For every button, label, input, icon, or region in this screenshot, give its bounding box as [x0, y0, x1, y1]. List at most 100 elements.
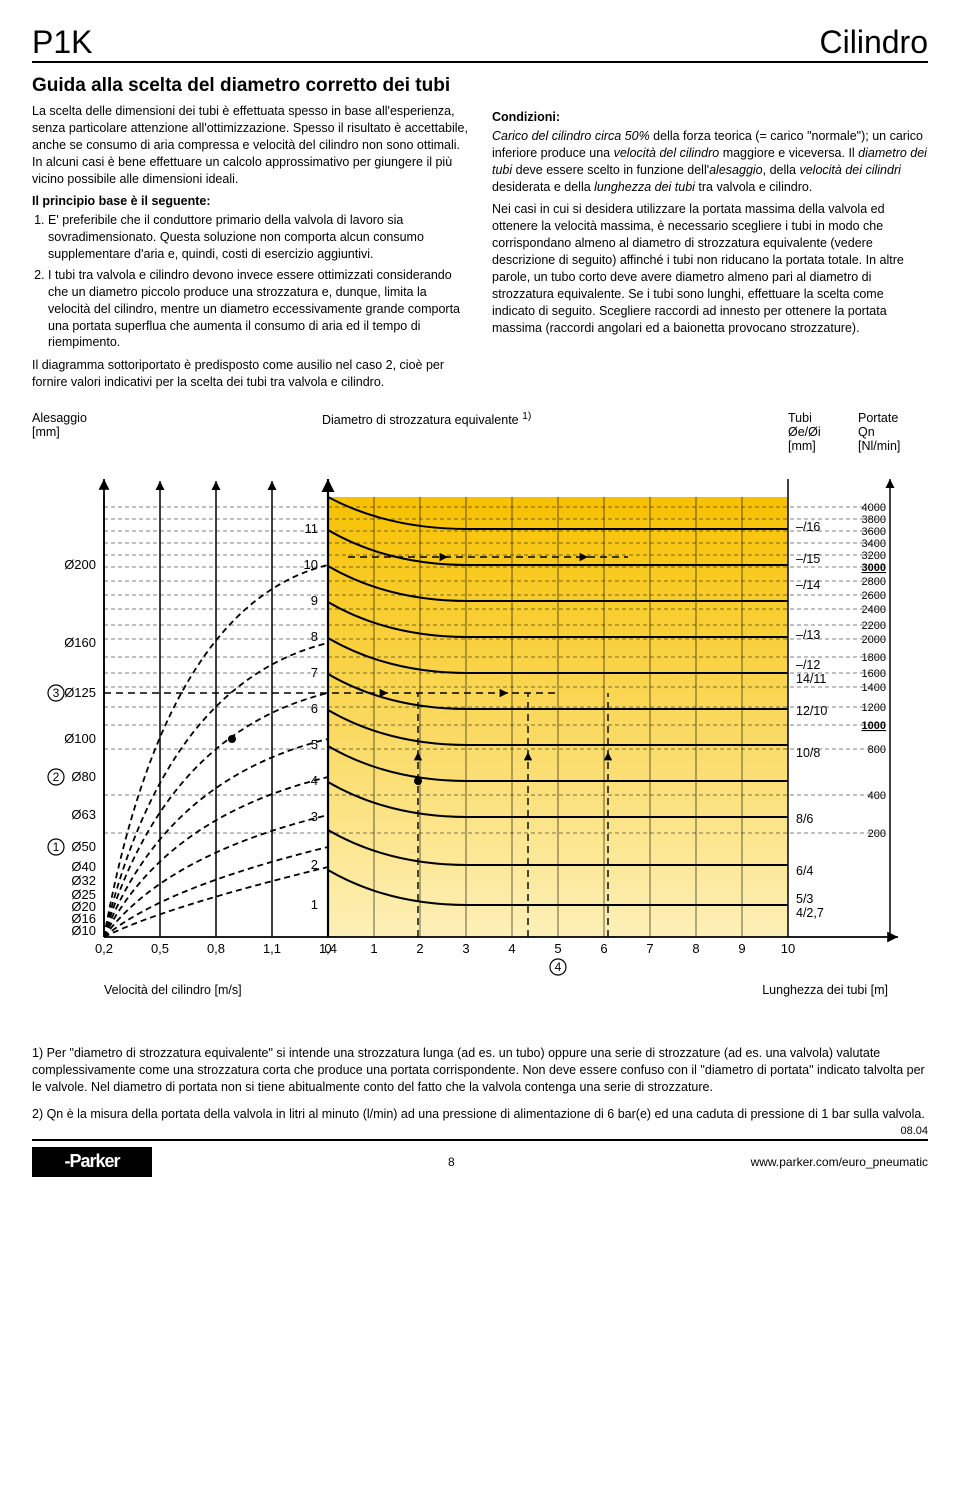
chart-svg: 1110987654321Ø200Ø160Ø125Ø100Ø80Ø63Ø50Ø4…: [32, 457, 928, 977]
svg-text:6: 6: [600, 941, 607, 956]
svg-text:4/2,7: 4/2,7: [796, 906, 824, 920]
svg-text:–/15: –/15: [796, 552, 820, 566]
svg-text:3400: 3400: [862, 538, 886, 550]
right-column: Condizioni: Carico del cilindro circa 50…: [492, 103, 928, 397]
svg-text:–/14: –/14: [796, 578, 820, 592]
svg-text:Ø40: Ø40: [71, 859, 96, 874]
svg-text:3: 3: [53, 686, 60, 700]
body-columns: La scelta delle dimensioni dei tubi è ef…: [32, 103, 928, 397]
conditions-heading: Condizioni:: [492, 109, 928, 126]
svg-text:9: 9: [738, 941, 745, 956]
svg-text:–/12: –/12: [796, 658, 820, 672]
svg-text:Ø100: Ø100: [64, 731, 96, 746]
svg-text:5/3: 5/3: [796, 892, 813, 906]
svg-text:2: 2: [53, 770, 60, 784]
svg-text:2800: 2800: [862, 576, 886, 588]
label-stroz: Diametro di strozzatura equivalente: [322, 413, 519, 427]
svg-text:3000: 3000: [862, 562, 886, 574]
svg-text:5: 5: [554, 941, 561, 956]
svg-text:3: 3: [462, 941, 469, 956]
svg-text:Ø10: Ø10: [71, 923, 96, 938]
svg-text:3200: 3200: [862, 550, 886, 562]
svg-text:3800: 3800: [862, 514, 886, 526]
label-qn-unit: [Nl/min]: [858, 439, 900, 453]
label-tubi-u1: Øe/Øi: [788, 425, 821, 439]
svg-text:7: 7: [646, 941, 653, 956]
svg-text:200: 200: [868, 828, 886, 840]
svg-text:8: 8: [311, 629, 318, 644]
svg-text:14/11: 14/11: [796, 672, 826, 686]
conditions-para-2: Nei casi in cui si desidera utilizzare l…: [492, 201, 928, 336]
svg-text:Ø160: Ø160: [64, 635, 96, 650]
svg-text:1,1: 1,1: [263, 941, 281, 956]
svg-text:8/6: 8/6: [796, 812, 813, 826]
svg-text:2400: 2400: [862, 604, 886, 616]
svg-text:Ø80: Ø80: [71, 769, 96, 784]
parker-logo: -Parker: [32, 1147, 152, 1177]
principle-heading: Il principio base è il seguente:: [32, 193, 468, 210]
svg-text:2000: 2000: [862, 634, 886, 646]
svg-text:7: 7: [311, 665, 318, 680]
footer-url: www.parker.com/euro_pneumatic: [751, 1155, 928, 1169]
label-stroz-sup: 1): [522, 411, 531, 422]
svg-text:1: 1: [370, 941, 377, 956]
svg-text:800: 800: [868, 744, 886, 756]
conditions-para-1: Carico del cilindro circa 50% della forz…: [492, 128, 928, 196]
svg-text:1: 1: [311, 897, 318, 912]
svg-text:2: 2: [416, 941, 423, 956]
svg-text:10/8: 10/8: [796, 746, 820, 760]
svg-text:2200: 2200: [862, 620, 886, 632]
svg-text:2600: 2600: [862, 590, 886, 602]
len-axis-label: Lunghezza dei tubi [m]: [332, 983, 928, 997]
label-tubi: Tubi: [788, 411, 812, 425]
chart-top-labels: Alesaggio [mm] Diametro di strozzatura e…: [32, 411, 928, 453]
svg-text:12/10: 12/10: [796, 704, 827, 718]
svg-text:Ø125: Ø125: [64, 685, 96, 700]
label-tubi-u2: [mm]: [788, 439, 816, 453]
page-footer: -Parker 8 www.parker.com/euro_pneumatic: [32, 1139, 928, 1177]
svg-text:1600: 1600: [862, 668, 886, 680]
svg-text:5: 5: [311, 737, 318, 752]
label-alesaggio-unit: [mm]: [32, 425, 60, 439]
footnotes: 1) Per "diametro di strozzatura equivale…: [32, 1045, 928, 1123]
svg-text:1800: 1800: [862, 652, 886, 664]
intro-para: La scelta delle dimensioni dei tubi è ef…: [32, 103, 468, 187]
footnote-2: 2) Qn è la misura della portata della va…: [32, 1106, 928, 1123]
svg-text:10: 10: [781, 941, 795, 956]
svg-text:Ø200: Ø200: [64, 557, 96, 572]
svg-text:–/16: –/16: [796, 520, 820, 534]
diagram-note: Il diagramma sottoriportato è predispost…: [32, 357, 468, 391]
svg-text:10: 10: [304, 557, 318, 572]
svg-text:0,5: 0,5: [151, 941, 169, 956]
left-column: La scelta delle dimensioni dei tubi è ef…: [32, 103, 468, 397]
svg-text:Ø50: Ø50: [71, 839, 96, 854]
svg-text:4: 4: [555, 960, 562, 974]
chart-bottom-labels: Velocità del cilindro [m/s] Lunghezza de…: [32, 983, 928, 997]
svg-text:9: 9: [311, 593, 318, 608]
svg-text:1400: 1400: [862, 682, 886, 694]
svg-text:–/13: –/13: [796, 628, 820, 642]
page-number: 8: [448, 1155, 455, 1169]
header-left: P1K: [32, 24, 92, 61]
svg-text:0: 0: [324, 941, 331, 956]
header-right: Cilindro: [820, 24, 928, 61]
svg-text:6: 6: [311, 701, 318, 716]
svg-text:Ø32: Ø32: [71, 873, 96, 888]
vel-axis-label: Velocità del cilindro [m/s]: [32, 983, 332, 997]
svg-text:1: 1: [53, 840, 60, 854]
principle-item-2: I tubi tra valvola e cilindro devono inv…: [48, 267, 468, 351]
svg-text:400: 400: [868, 790, 886, 802]
label-qn: Qn: [858, 425, 875, 439]
footer-date: 08.04: [900, 1125, 928, 1137]
footnote-1: 1) Per "diametro di strozzatura equivale…: [32, 1045, 928, 1096]
page-header: P1K Cilindro: [32, 24, 928, 63]
svg-text:3: 3: [311, 809, 318, 824]
svg-text:11: 11: [305, 521, 319, 536]
principle-item-1: E' preferibile che il conduttore primari…: [48, 212, 468, 263]
principle-list: E' preferibile che il conduttore primari…: [32, 212, 468, 351]
svg-text:3600: 3600: [862, 526, 886, 538]
nomograph-chart: Alesaggio [mm] Diametro di strozzatura e…: [32, 411, 928, 997]
svg-text:0,2: 0,2: [95, 941, 113, 956]
label-portate: Portate: [858, 411, 898, 425]
svg-text:0,8: 0,8: [207, 941, 225, 956]
